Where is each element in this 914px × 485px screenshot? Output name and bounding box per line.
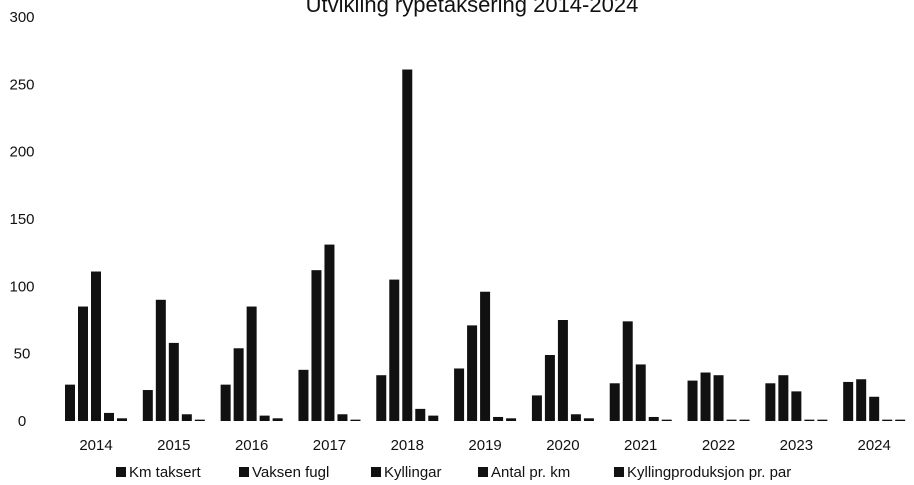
chart-title: Utvikling rypetaksering 2014-2024 (306, 0, 639, 17)
bar-2022-1 (687, 380, 698, 421)
legend-label: Kyllingproduksjon pr. par (627, 464, 791, 481)
bar-2024-2 (856, 379, 867, 421)
bar-2022-3 (713, 375, 724, 421)
bar-2016-4 (259, 415, 270, 421)
legend-label: Kyllingar (384, 464, 442, 481)
bar-2019-5 (506, 418, 517, 421)
bar-2015-1 (142, 390, 153, 421)
bar-2016-2 (233, 348, 244, 421)
bar-2022-5 (739, 419, 750, 421)
bar-2014-5 (117, 418, 127, 421)
x-tick-label: 2016 (235, 437, 268, 454)
bar-2021-4 (648, 416, 659, 421)
bar-2015-3 (168, 342, 179, 421)
bar-2014-3 (91, 271, 101, 421)
y-tick-label: 0 (18, 413, 26, 430)
bar-2022-2 (700, 372, 711, 421)
bar-2024-3 (869, 396, 880, 421)
bar-2018-4 (415, 408, 426, 421)
bar-2020-5 (583, 418, 594, 421)
bar-2017-1 (298, 369, 309, 421)
bar-2020-1 (531, 395, 542, 421)
bar-2019-3 (480, 291, 491, 421)
legend: Km taksert Vaksen fugl Kyllingar Antal pr. … (116, 464, 791, 481)
legend-label: Antal pr. km (491, 464, 570, 481)
y-tick-label: 50 (14, 346, 31, 363)
y-tick-label: 300 (9, 9, 34, 26)
x-tick-label: 2018 (391, 437, 424, 454)
bar-2014-1 (65, 384, 75, 421)
bar-2024-1 (843, 381, 854, 421)
bar-2022-4 (726, 419, 737, 421)
bar-2015-4 (181, 414, 192, 421)
bar-2021-5 (661, 419, 672, 421)
y-tick-label: 100 (9, 278, 34, 295)
plot-area (65, 69, 906, 422)
x-tick-label: 2014 (79, 437, 112, 454)
legend-swatch (614, 467, 624, 477)
y-axis: 0 50 100 150 200 250 300 (9, 9, 34, 430)
legend-swatch (371, 467, 381, 477)
bar-2023-5 (817, 419, 828, 421)
bar-2019-4 (493, 416, 504, 421)
bar-2021-1 (609, 383, 620, 421)
bar-2024-5 (895, 419, 906, 421)
bar-2014-2 (78, 306, 88, 421)
bar-2018-1 (376, 375, 387, 421)
bar-2015-5 (194, 419, 205, 421)
x-tick-label: 2019 (468, 437, 501, 454)
legend-label: Vaksen fugl (252, 464, 329, 481)
bar-2016-5 (272, 418, 283, 421)
bar-2024-4 (882, 419, 893, 421)
bar-2016-1 (220, 384, 231, 421)
bar-2023-4 (804, 419, 815, 421)
legend-swatch (239, 467, 249, 477)
bar-2020-3 (557, 320, 568, 421)
x-tick-label: 2015 (157, 437, 190, 454)
x-tick-label: 2021 (624, 437, 657, 454)
x-tick-label: 2017 (313, 437, 346, 454)
bar-2018-5 (428, 415, 439, 421)
bar-2023-1 (765, 383, 776, 421)
x-tick-label: 2020 (546, 437, 579, 454)
bar-2021-3 (635, 364, 646, 421)
x-tick-label: 2022 (702, 437, 735, 454)
bar-2020-4 (570, 414, 581, 421)
legend-swatch (478, 467, 488, 477)
bar-2017-2 (311, 270, 322, 421)
bar-2023-3 (791, 391, 802, 421)
bar-2020-2 (544, 355, 555, 421)
bar-2023-2 (778, 375, 789, 421)
bar-2017-5 (350, 419, 361, 421)
bar-2021-2 (622, 321, 633, 421)
y-tick-label: 150 (9, 211, 34, 228)
bar-2019-2 (467, 325, 478, 421)
bar-2017-4 (337, 414, 348, 421)
legend-label: Km taksert (129, 464, 202, 481)
bar-2019-1 (454, 368, 465, 421)
bar-2018-2 (389, 279, 400, 421)
x-tick-label: 2024 (857, 437, 890, 454)
bar-2015-2 (155, 299, 166, 421)
legend-swatch (116, 467, 126, 477)
bar-2016-3 (246, 306, 257, 421)
x-tick-label: 2023 (780, 437, 813, 454)
y-tick-label: 200 (9, 144, 34, 161)
bar-2018-3 (402, 69, 413, 422)
bar-2014-4 (104, 412, 114, 421)
bar-2017-3 (324, 244, 335, 421)
x-axis: 2014 2015 2016 2017 2018 2019 2020 2021 2022 2023… (79, 437, 891, 454)
y-tick-label: 250 (9, 76, 34, 93)
